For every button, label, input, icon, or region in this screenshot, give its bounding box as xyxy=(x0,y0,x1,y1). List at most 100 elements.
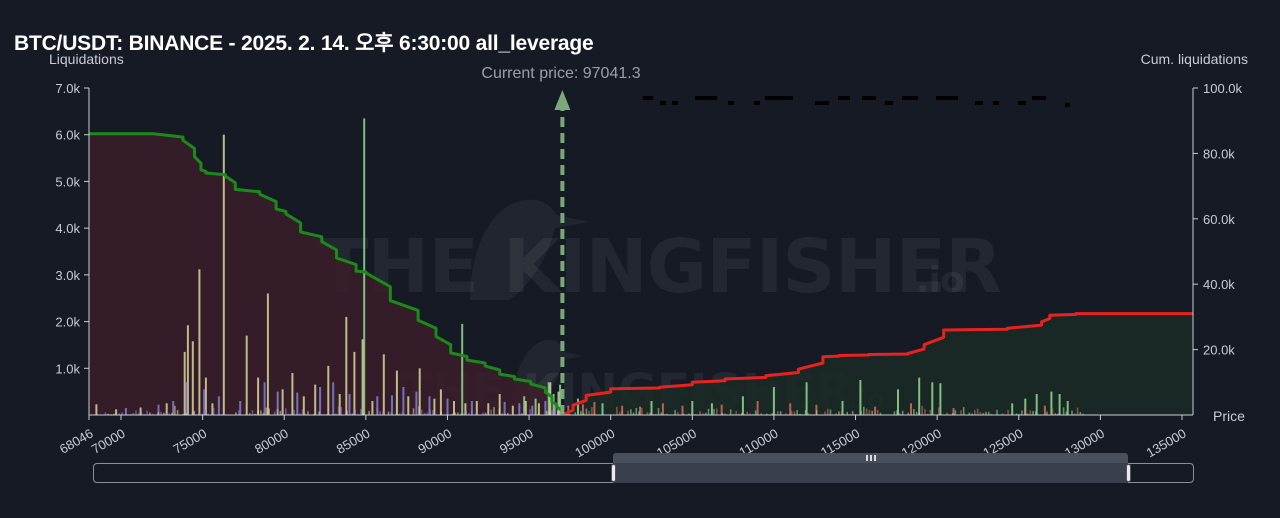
liquidations_yellow-bar xyxy=(211,403,214,415)
liquidation-minor-bar xyxy=(777,411,779,415)
liquidation-minor-bar xyxy=(746,411,749,415)
liquidations_yellow-bar xyxy=(361,339,364,415)
liquidations_purple-bar xyxy=(391,395,393,415)
liquidation-minor-bar xyxy=(1021,410,1023,415)
liquidation-minor-bar xyxy=(627,410,629,415)
liquidations_yellow-bar xyxy=(549,382,552,415)
liquidation-minor-bar xyxy=(657,408,660,415)
liquidation-minor-bar xyxy=(785,413,787,415)
liquidations_yellow-bar xyxy=(371,401,374,415)
liquidations_yellow-bar xyxy=(204,377,207,415)
liquidations_yellow-bar xyxy=(115,409,118,415)
liquidations_yellow-bar xyxy=(338,394,341,415)
liquidation-minor-bar xyxy=(851,411,854,415)
liquidation-minor-bar xyxy=(249,413,251,415)
liquidation-minor-bar xyxy=(379,411,381,415)
liquidation-minor-bar xyxy=(121,412,123,415)
liquidation-minor-bar xyxy=(457,412,459,415)
liquidation-minor-bar xyxy=(616,406,618,415)
liquidation-minor-bar xyxy=(704,412,707,415)
liquidation-minor-bar xyxy=(368,411,370,415)
x-axis-title: Price xyxy=(1213,408,1245,424)
liquidations_purple-bar xyxy=(124,408,127,415)
range-slider-left-handle[interactable] xyxy=(611,464,616,482)
range-slider-right-handle[interactable] xyxy=(1126,464,1131,482)
liquidation-minor-bar xyxy=(254,413,257,415)
liquidation-minor-bar xyxy=(390,411,393,415)
liquidations_green-bar xyxy=(710,403,713,415)
liquidations_yellow-bar xyxy=(537,403,540,415)
liquidation-minor-bar xyxy=(107,413,109,415)
liquidations_green-bar xyxy=(559,384,562,415)
liquidations_yellow-bar xyxy=(302,396,305,415)
liquidation-minor-bar xyxy=(754,410,757,415)
liquidations_purple-bar xyxy=(376,396,379,415)
liquidations_yellow-bar xyxy=(198,269,201,415)
liquidations_red-bar xyxy=(874,406,877,415)
range-slider-grip-icon[interactable] xyxy=(866,455,876,461)
liquidation-minor-bar xyxy=(185,413,187,415)
liquidation-minor-bar xyxy=(779,411,782,415)
liquidation-minor-bar xyxy=(790,410,793,415)
liquidation-minor-bar xyxy=(268,408,270,415)
liquidation-minor-bar xyxy=(340,407,343,415)
liquidation-minor-bar xyxy=(429,409,431,415)
liquidation-minor-bar xyxy=(915,411,918,415)
liquidation-minor-bar xyxy=(146,410,148,415)
liquidations_green-bar xyxy=(1058,394,1061,415)
liquidations_purple-bar xyxy=(319,387,322,415)
liquidation-minor-bar xyxy=(760,413,762,415)
liquidation-minor-bar xyxy=(520,413,523,415)
liquidation-minor-bar xyxy=(951,413,954,415)
liquidation-minor-bar xyxy=(307,411,309,415)
liquidations_purple-bar xyxy=(531,405,534,415)
chart-title: BTC/USDT: BINANCE - 2025. 2. 14. 오후 6:30… xyxy=(14,32,594,55)
liquidation-minor-bar xyxy=(165,413,168,415)
liquidation-minor-bar xyxy=(593,412,596,415)
liquidation-minor-bar xyxy=(976,408,979,415)
liquidation-minor-bar xyxy=(149,412,151,415)
liquidation-minor-bar xyxy=(774,413,776,415)
liquidation-minor-bar xyxy=(924,409,926,415)
liquidation-minor-bar xyxy=(454,412,456,415)
liquidation-minor-bar xyxy=(899,413,901,415)
liquidation-minor-bar xyxy=(174,405,176,415)
liquidations_green-bar xyxy=(461,323,464,415)
liquidations_purple-bar xyxy=(157,404,160,415)
liquidation-minor-bar xyxy=(738,413,740,415)
liquidations_yellow-bar xyxy=(222,134,225,415)
liquidation-minor-bar xyxy=(987,411,990,415)
liquidations_purple-bar xyxy=(503,401,506,415)
liquidation-minor-bar xyxy=(863,406,865,415)
liquidation-minor-bar xyxy=(649,412,651,415)
liquidations_red-bar xyxy=(581,404,584,415)
y-right-tick-label: 60.0k xyxy=(1203,212,1235,227)
liquidation-minor-bar xyxy=(157,412,159,415)
liquidations_green-bar xyxy=(534,398,537,415)
liquidation-minor-bar xyxy=(938,407,940,415)
range-slider-selection[interactable] xyxy=(613,463,1128,483)
liquidations_red-bar xyxy=(639,406,642,415)
x-tick-label: 85000 xyxy=(334,426,373,457)
liquidations_green-bar xyxy=(918,377,921,415)
liquidation-minor-bar xyxy=(548,412,551,415)
liquidations_green-bar xyxy=(650,401,653,415)
liquidations_yellow-bar xyxy=(439,389,442,415)
liquidation-minor-bar xyxy=(168,413,171,415)
liquidations_red-bar xyxy=(789,403,792,415)
liquidation-minor-bar xyxy=(537,413,540,415)
liquidations_purple-bar xyxy=(554,403,557,415)
liquidations_purple-bar xyxy=(172,401,175,415)
liquidations_green-bar xyxy=(897,389,899,415)
liquidation-minor-bar xyxy=(1007,409,1009,415)
liquidation-minor-bar xyxy=(273,411,276,415)
kingfisher-logo-icon xyxy=(470,199,590,300)
liquidation-minor-bar xyxy=(276,409,279,415)
liquidations_purple-bar xyxy=(544,401,547,415)
liquidation-minor-bar xyxy=(654,413,657,415)
liquidation-minor-bar xyxy=(618,411,621,415)
y-left-tick-label: 3.0k xyxy=(55,268,80,283)
liquidations_green-bar xyxy=(859,380,862,415)
liquidations_green-bar xyxy=(741,396,744,415)
liquidation-minor-bar xyxy=(1035,411,1037,415)
